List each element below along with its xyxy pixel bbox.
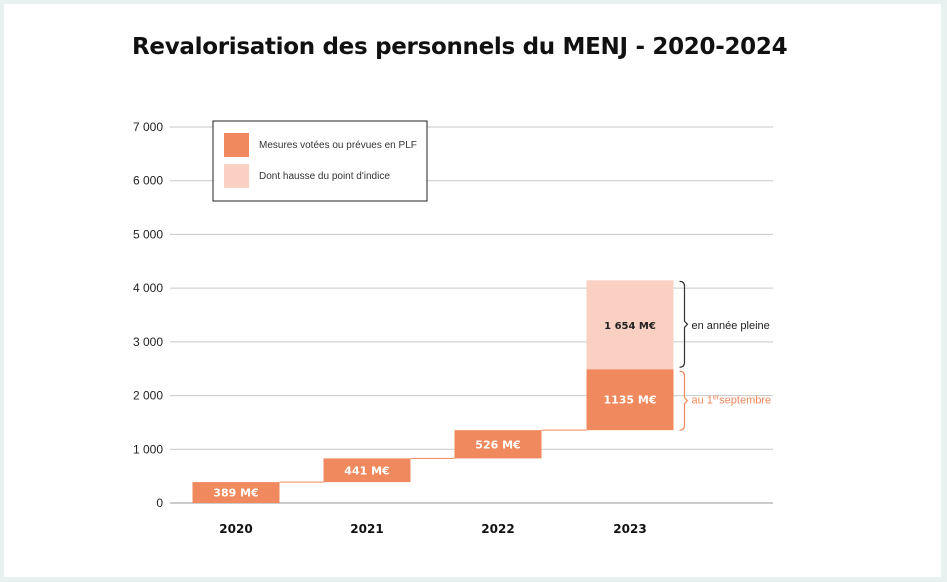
y-tick-label: 4 000 (133, 281, 163, 295)
bar (454, 430, 542, 459)
y-tick-label: 1 000 (133, 442, 163, 456)
y-tick-label: 3 000 (133, 335, 163, 349)
legend-swatch-votees (224, 133, 249, 157)
bar-value-label: 441 M€ (344, 464, 389, 477)
y-tick-label: 7 000 (133, 120, 163, 134)
annotation-september-prefix: au 1 (692, 395, 713, 407)
legend-label-point-indice: Dont hausse du point d'indice (259, 171, 390, 182)
bars: 389 M€ 441 M€ 526 M€ 1135 M€ 1 654 M€ (192, 280, 674, 503)
chart-frame: Revalorisation des personnels du MENJ - … (4, 4, 941, 577)
bracket-full-year (679, 280, 689, 368)
x-tick-label: 2023 (613, 522, 646, 536)
y-axis: 0 1 000 2 000 3 000 4 000 5 000 6 000 7 000 (133, 120, 163, 510)
bar (586, 280, 674, 370)
bar (192, 482, 280, 503)
chart-title: Revalorisation des personnels du MENJ - … (132, 34, 788, 60)
annotation-september-sup: er (713, 395, 720, 402)
x-tick-label: 2021 (350, 522, 383, 536)
annotation-september: au 1erseptembre (692, 395, 772, 407)
brackets: en année pleine au 1erseptembre (679, 280, 772, 431)
bar (586, 369, 674, 431)
bar-value-label: 526 M€ (475, 438, 520, 451)
annotation-september-suffix: septembre (719, 395, 771, 407)
bracket-september (679, 370, 689, 431)
bar-value-label: 1 654 M€ (604, 321, 656, 332)
legend-swatch-point-indice (224, 164, 249, 188)
y-tick-label: 0 (156, 496, 163, 510)
legend: Mesures votées ou prévues en PLF Dont ha… (212, 120, 428, 202)
y-tick-label: 6 000 (133, 174, 163, 188)
x-axis: 2020 2021 2022 2023 (219, 522, 646, 536)
x-tick-label: 2020 (219, 522, 252, 536)
y-tick-label: 2 000 (133, 389, 163, 403)
annotation-full-year: en année pleine (692, 320, 770, 332)
bar (323, 458, 411, 483)
x-tick-label: 2022 (481, 522, 514, 536)
legend-label-votees: Mesures votées ou prévues en PLF (259, 140, 417, 151)
y-tick-label: 5 000 (133, 227, 163, 241)
bar-value-label: 1135 M€ (603, 394, 656, 407)
bar-value-label: 389 M€ (213, 487, 258, 500)
